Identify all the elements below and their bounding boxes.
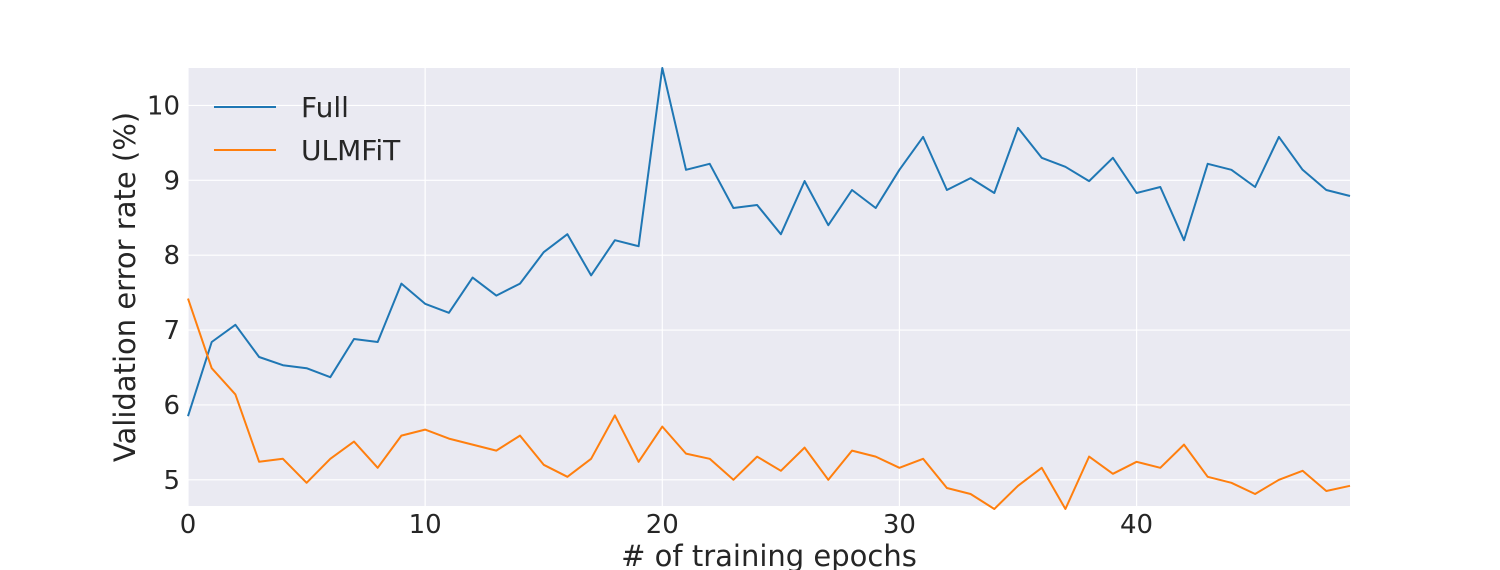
y-tick-label: 6 [163,391,180,421]
y-tick-label: 8 [163,241,180,271]
legend-label-full: Full [301,91,349,124]
x-tick-label: 20 [646,510,679,540]
y-tick-label: 7 [163,316,180,346]
x-tick-label: 30 [883,510,916,540]
x-tick-label: 0 [180,510,197,540]
series-lines [187,67,1351,510]
x-tick-labels: 0 10 20 30 40 [180,510,1153,540]
y-tick-label: 10 [147,91,180,121]
legend: Full ULMFiT [214,91,401,167]
plot-background [188,68,1350,506]
x-tick-label: 10 [409,510,442,540]
legend-label-ulmfit: ULMFiT [301,134,401,167]
y-tick-label: 9 [163,166,180,196]
x-axis-title: # of training epochs [621,539,917,570]
series-line-full [187,67,1351,417]
y-axis-title: Validation error rate (%) [108,112,142,462]
y-tick-label: 5 [163,466,180,496]
y-tick-labels: 5 6 7 8 9 10 [147,91,180,495]
x-tick-label: 40 [1120,510,1153,540]
series-line-ulmfit [187,298,1351,510]
